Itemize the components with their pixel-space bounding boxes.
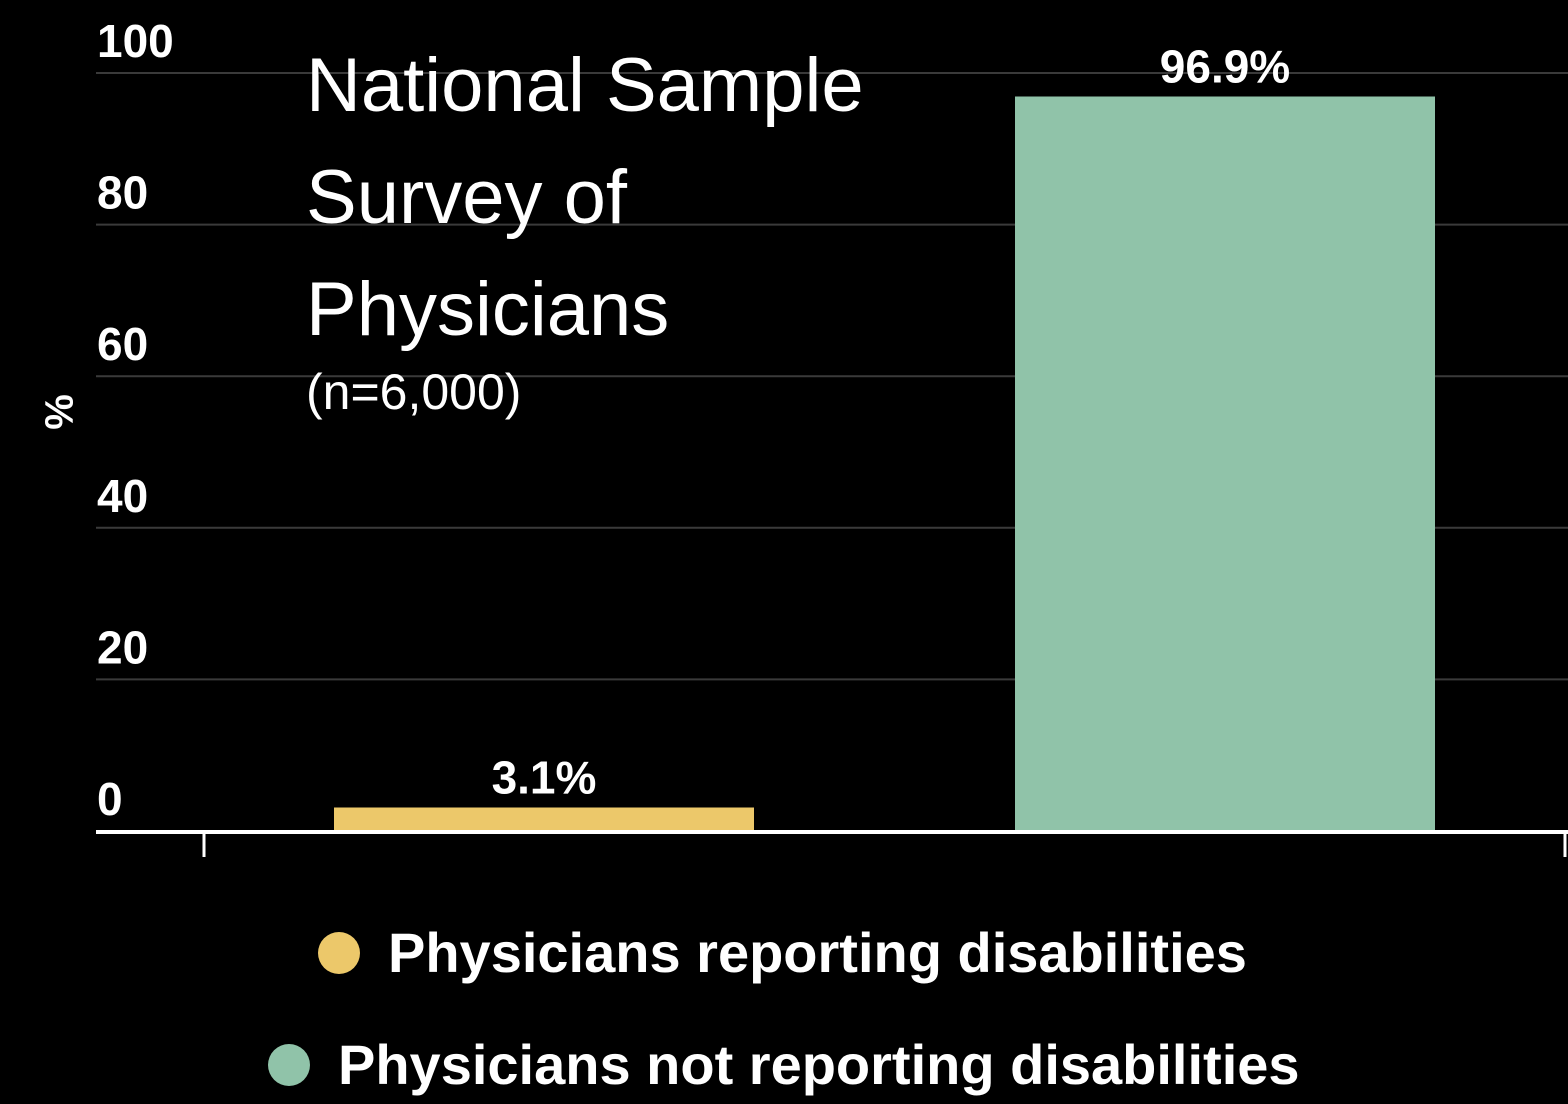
y-axis-ticks: 0 20 40 60 80 100 (97, 15, 174, 825)
data-label-reporting: 3.1% (492, 752, 597, 804)
x-axis (96, 830, 1568, 857)
y-tick-label-80: 80 (97, 167, 148, 219)
bars: 3.1% 96.9% (334, 40, 1435, 832)
legend-label-not-reporting: Physicians not reporting disabilities (338, 1033, 1300, 1096)
data-label-not-reporting: 96.9% (1160, 40, 1290, 92)
y-tick-label-0: 0 (97, 773, 123, 825)
y-tick-label-40: 40 (97, 470, 148, 522)
chart-title: National Sample Survey of Physicians (306, 30, 966, 366)
chart-title-line-1: Survey of (306, 155, 628, 240)
legend-item-reporting: Physicians reporting disabilities (318, 920, 1247, 985)
legend-item-not-reporting: Physicians not reporting disabilities (268, 1032, 1300, 1097)
y-tick-label-100: 100 (97, 15, 174, 67)
legend-dot-reporting (318, 931, 360, 974)
chart-title-line-2: Physicians (306, 267, 670, 352)
chart-title-block: National Sample Survey of Physicians (n=6,… (306, 30, 966, 424)
legend-dot-not-reporting (268, 1043, 310, 1086)
bar-reporting (334, 807, 754, 831)
y-tick-label-60: 60 (97, 318, 148, 370)
y-axis-label: % (36, 394, 80, 430)
bar-not-reporting (1015, 96, 1435, 832)
chart-title-line-0: National Sample (306, 43, 864, 128)
chart-subtitle: (n=6,000) (306, 364, 522, 420)
y-tick-label-20: 20 (97, 621, 148, 673)
legend-label-reporting: Physicians reporting disabilities (388, 921, 1247, 984)
